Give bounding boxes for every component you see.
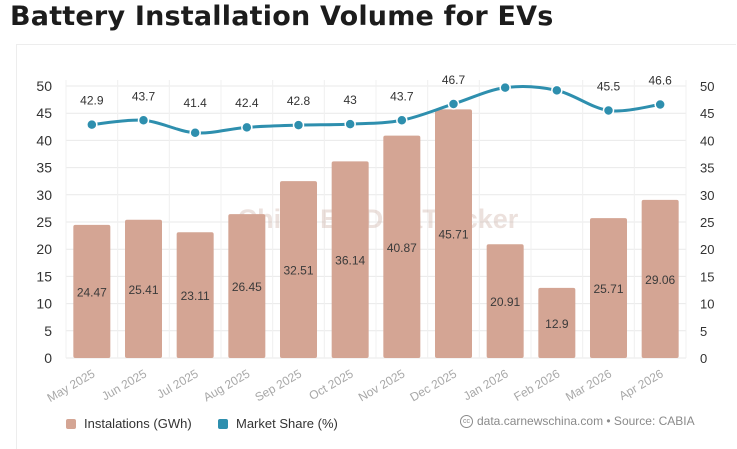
grid-lines xyxy=(65,80,687,359)
market-share-value-label: 43.7 xyxy=(132,89,156,103)
bar xyxy=(641,199,679,358)
market-share-value-label: 43.7 xyxy=(390,89,414,103)
market-share-point xyxy=(344,118,356,130)
bar-value-label: 12.9 xyxy=(545,317,569,331)
y-right-tick-label: 35 xyxy=(700,161,714,176)
creative-commons-icon: cc xyxy=(460,414,473,428)
market-share-point xyxy=(86,118,98,131)
bar-value-label: 20.91 xyxy=(490,295,520,309)
bar-value-label: 23.11 xyxy=(181,289,210,303)
y-left-tick-label: 25 xyxy=(36,214,52,230)
x-tick-label: Nov 2025 xyxy=(356,366,408,404)
legend-item-installations[interactable]: Instalations (GWh) xyxy=(66,416,192,431)
market-share-value-label: 41.4 xyxy=(183,96,207,110)
x-tick-label: Mar 2026 xyxy=(563,366,614,404)
y-right-tick-label: 15 xyxy=(700,269,714,284)
market-share-point xyxy=(137,114,150,127)
market-share-value-label: 46.7 xyxy=(442,73,466,87)
bar xyxy=(383,135,421,358)
bar xyxy=(228,214,266,358)
chart-card xyxy=(16,44,736,449)
market-share-point xyxy=(447,98,460,110)
y-right-tick-label: 50 xyxy=(700,79,714,94)
bar-value-label: 26.45 xyxy=(232,280,262,294)
bar-value-label: 29.06 xyxy=(645,273,675,287)
x-tick-label: May 2025 xyxy=(45,366,98,405)
line-series: 42.9 43.7 41.4 42.4 42.8 43 43.7 46.7 45.5 46.6 xyxy=(80,73,672,139)
source-credit: cc data.carnewschina.com • Source: CABIA xyxy=(460,414,695,428)
market-share-value-label: 43 xyxy=(343,93,357,107)
legend-item-market-share[interactable]: Market Share (%) xyxy=(218,416,338,431)
bar-value-label: 40.87 xyxy=(387,241,417,255)
market-share-value-label: 42.4 xyxy=(235,96,259,110)
market-share-value-label: 42.9 xyxy=(80,94,104,108)
y-right-tick-label: 25 xyxy=(700,215,714,230)
bar-value-label: 25.71 xyxy=(593,282,623,296)
y-left-tick-label: 30 xyxy=(36,187,52,203)
y-left-tick-label: 35 xyxy=(36,160,52,176)
x-tick-label: Apr 2026 xyxy=(616,366,665,403)
bar-value-label: 36.14 xyxy=(335,254,365,268)
x-tick-label: Jun 2025 xyxy=(99,366,149,403)
bar-value-label: 25.41 xyxy=(128,283,158,297)
market-share-point xyxy=(292,119,305,131)
market-share-point xyxy=(551,84,563,97)
market-share-value-label: 42.8 xyxy=(287,94,311,108)
bar xyxy=(280,181,317,358)
market-share-point xyxy=(189,127,201,139)
y-left-tick-label: 40 xyxy=(36,132,52,148)
market-share-point xyxy=(241,121,253,134)
legend-label-installations: Instalations (GWh) xyxy=(84,416,192,431)
watermark: China EV DataTracker xyxy=(238,204,519,234)
market-share-value-label: 45.5 xyxy=(597,79,621,93)
y-left-tick-label: 0 xyxy=(44,350,52,366)
x-tick-label: Jul 2025 xyxy=(154,366,201,401)
y-left-tick-label: 45 xyxy=(36,105,52,121)
market-share-point xyxy=(602,104,615,117)
x-tick-label: Dec 2025 xyxy=(408,366,460,404)
y-left-tick-label: 15 xyxy=(36,268,52,284)
bar xyxy=(125,219,162,358)
y-right-tick-label: 10 xyxy=(700,297,714,312)
legend-swatch-installations xyxy=(66,418,76,429)
source-text: data.carnewschina.com • Source: CABIA xyxy=(477,414,695,428)
chart-title: Battery Installation Volume for EVs xyxy=(10,1,554,32)
y-right-tick-label: 20 xyxy=(700,242,714,257)
y-right-tick-label: 30 xyxy=(700,188,714,203)
y-left-tick-label: 5 xyxy=(44,323,52,339)
bar xyxy=(73,224,111,358)
bar xyxy=(176,232,214,358)
y-left-tick-label: 20 xyxy=(36,241,52,257)
x-tick-label: Oct 2025 xyxy=(306,366,355,403)
bar xyxy=(538,287,576,358)
bar xyxy=(590,218,627,358)
x-tick-label: Aug 2025 xyxy=(201,366,253,404)
x-tick-label: Feb 2026 xyxy=(511,366,562,404)
bar-value-label: 24.47 xyxy=(77,285,107,299)
y-right-tick-label: 0 xyxy=(700,351,707,366)
bar xyxy=(435,109,472,358)
market-share-point xyxy=(396,114,408,127)
bar-series: 24.47 25.41 23.11 26.45 32.51 36.14 40.87 45.71… xyxy=(73,109,679,358)
y-left-tick-label: 50 xyxy=(36,78,52,94)
bar-value-label: 45.71 xyxy=(438,228,468,242)
market-share-value-label: 46.6 xyxy=(648,73,672,87)
x-tick-label: Sep 2025 xyxy=(252,366,304,404)
market-share-point xyxy=(654,98,666,111)
y-right-tick-label: 5 xyxy=(700,324,707,339)
legend-swatch-market-share xyxy=(218,418,228,429)
bar xyxy=(331,161,369,358)
x-tick-label: Jan 2026 xyxy=(461,366,511,403)
y-right-tick-label: 45 xyxy=(700,106,714,121)
bar-value-label: 32.51 xyxy=(283,264,313,278)
bar xyxy=(486,244,524,358)
y-left-tick-label: 10 xyxy=(36,296,52,312)
market-share-point xyxy=(499,81,511,94)
y-right-tick-label: 40 xyxy=(700,133,714,148)
legend-label-market-share: Market Share (%) xyxy=(236,416,338,431)
